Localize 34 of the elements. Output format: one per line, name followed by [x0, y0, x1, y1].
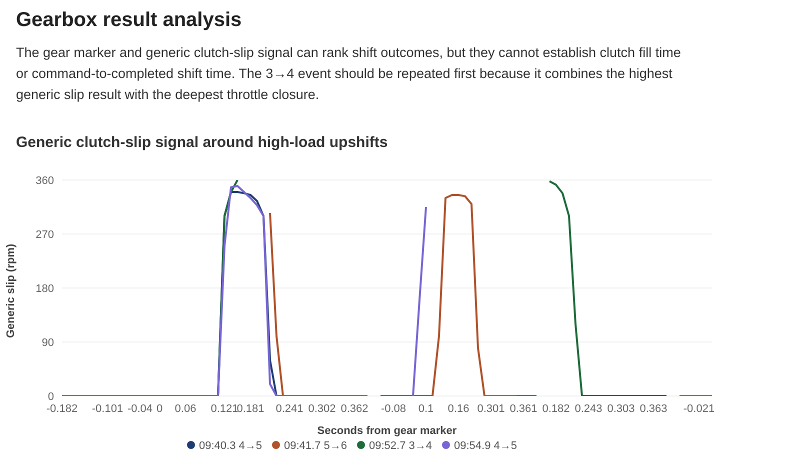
x-tick-label: -0.08	[380, 402, 406, 415]
text: Generic clutch-slip signal around high-load upshifts	[16, 134, 388, 151]
y-tick-label: 270	[36, 228, 54, 241]
x-axis-title: Seconds from gear marker	[317, 425, 458, 437]
x-tick-label: 0	[156, 402, 163, 415]
x-tick-label: 0.243	[574, 402, 602, 415]
x-tick-label: 0.121	[210, 402, 238, 415]
x-tick-label: -0.04	[127, 402, 153, 415]
legend-label: 09:52.7 3→4	[369, 440, 432, 452]
legend-label: 09:40.3 4→5	[199, 440, 262, 452]
legend-label: 09:54.9 4→5	[454, 440, 517, 452]
x-tick-label: 0.362	[340, 402, 368, 415]
x-tick-label: 0.16	[448, 402, 470, 415]
x-tick-label: 0.1	[418, 402, 434, 415]
x-tick-label: 0.182	[542, 402, 570, 415]
y-tick-label: 90	[42, 336, 54, 349]
x-tick-label: 0.241	[276, 402, 304, 415]
x-tick-label: -0.182	[46, 402, 78, 415]
y-tick-label: 180	[36, 282, 54, 295]
x-tick-label: 0.303	[607, 402, 635, 415]
x-tick-label: 0.06	[174, 402, 196, 415]
x-tick-label: 0.181	[236, 402, 264, 415]
x-tick-label: 0.363	[640, 402, 668, 415]
y-axis-title: Generic slip (rpm)	[4, 244, 17, 338]
y-tick-label: 0	[48, 390, 54, 403]
chart-subtitle: The gear marker and generic clutch-slip signal can rank shift outcomes, but they cannot establish clutch fill time or command-to-completed shift time. The 3→4 event should be repeated first because it combines the highest generic slip result with the deepest throttle closure.	[16, 44, 682, 104]
x-tick-label: 0.302	[308, 402, 336, 415]
x-tick-label: 0.361	[510, 402, 538, 415]
chart-title: Gearbox result analysis	[16, 9, 242, 32]
legend-label: 09:41.7 5→6	[284, 440, 347, 452]
x-tick-label: 0.301	[477, 402, 505, 415]
y-tick-label: 360	[36, 174, 54, 187]
x-tick-label: -0.021	[683, 402, 715, 415]
x-tick-label: -0.101	[92, 402, 124, 415]
